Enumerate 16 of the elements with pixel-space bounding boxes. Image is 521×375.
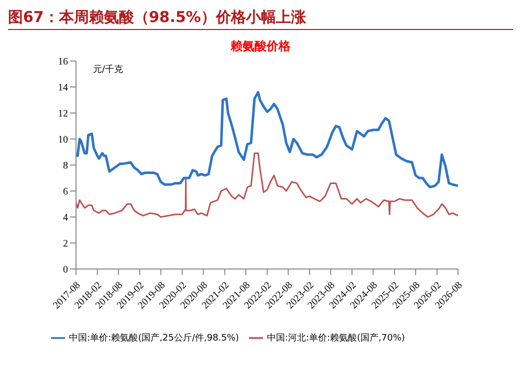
line-series [76, 90, 458, 188]
y-tick-label: 14 [58, 82, 68, 94]
y-tick-label: 8 [63, 160, 68, 172]
chart-title: 图67：本周赖氨酸（98.5%）价格小幅上涨 [8, 8, 513, 30]
y-tick-label: 16 [58, 56, 68, 68]
y-tick-label: 0 [63, 264, 68, 276]
y-tick-label: 4 [63, 212, 68, 224]
y-tick-label: 12 [58, 108, 68, 120]
y-tick-label: 6 [63, 186, 68, 198]
line-series [76, 152, 458, 218]
legend-label: 中国:单价:赖氨酸(国产,25公斤/件,98.5%) [69, 333, 239, 344]
chart-subtitle: 赖氨酸价格 [230, 38, 292, 55]
y-axis-title: 元/千克 [93, 64, 124, 76]
legend-label: 中国:河北:单价:赖氨酸(国产,70%) [266, 333, 405, 344]
y-tick-label: 10 [58, 134, 68, 146]
y-tick-label: 2 [63, 238, 68, 250]
